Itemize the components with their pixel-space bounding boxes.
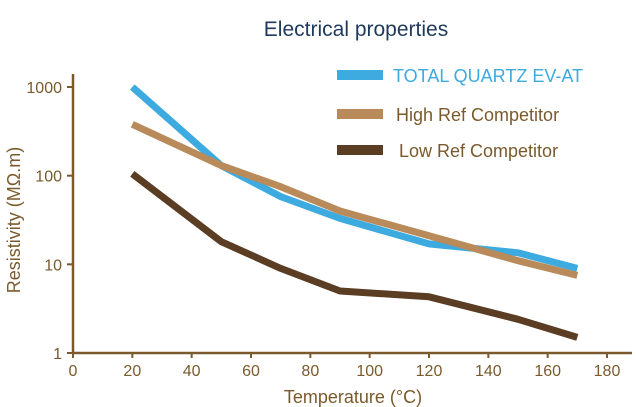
chart-title: Electrical properties bbox=[264, 18, 448, 41]
x-tick-group: 0 20 40 60 80 100 120 140 160 180 bbox=[69, 353, 621, 380]
x-tick-label: 80 bbox=[301, 363, 319, 380]
legend-label-total-quartz-ev-at: TOTAL QUARTZ EV-AT bbox=[393, 66, 583, 86]
chart-legend: TOTAL QUARTZ EV-AT High Ref Competitor Low… bbox=[337, 66, 583, 161]
y-tick-label: 1000 bbox=[26, 80, 62, 97]
y-tick-label: 10 bbox=[44, 257, 62, 274]
y-tick-label: 1 bbox=[53, 346, 62, 363]
x-tick-label: 0 bbox=[69, 363, 78, 380]
y-tick-group: 1 10 100 1000 bbox=[26, 80, 73, 363]
x-tick-label: 140 bbox=[475, 363, 502, 380]
x-tick-label: 180 bbox=[594, 363, 621, 380]
series-lines bbox=[129, 84, 579, 341]
x-tick-label: 40 bbox=[183, 363, 201, 380]
legend-swatch-low-ref-competitor bbox=[337, 145, 383, 155]
legend-swatch-total-quartz-ev-at bbox=[337, 70, 383, 80]
y-tick-label: 100 bbox=[35, 169, 62, 186]
chart-axes bbox=[71, 74, 632, 355]
x-tick-label: 60 bbox=[242, 363, 260, 380]
x-axis-label: Temperature (°C) bbox=[284, 387, 422, 407]
x-tick-label: 160 bbox=[534, 363, 561, 380]
y-axis-label: Resistivity (MΩ.m) bbox=[4, 147, 24, 293]
x-tick-label: 20 bbox=[123, 363, 141, 380]
legend-swatch-high-ref-competitor bbox=[337, 109, 383, 119]
legend-label-high-ref-competitor: High Ref Competitor bbox=[396, 105, 559, 125]
legend-label-low-ref-competitor: Low Ref Competitor bbox=[399, 141, 558, 161]
x-tick-label: 120 bbox=[416, 363, 443, 380]
x-tick-label: 100 bbox=[356, 363, 383, 380]
